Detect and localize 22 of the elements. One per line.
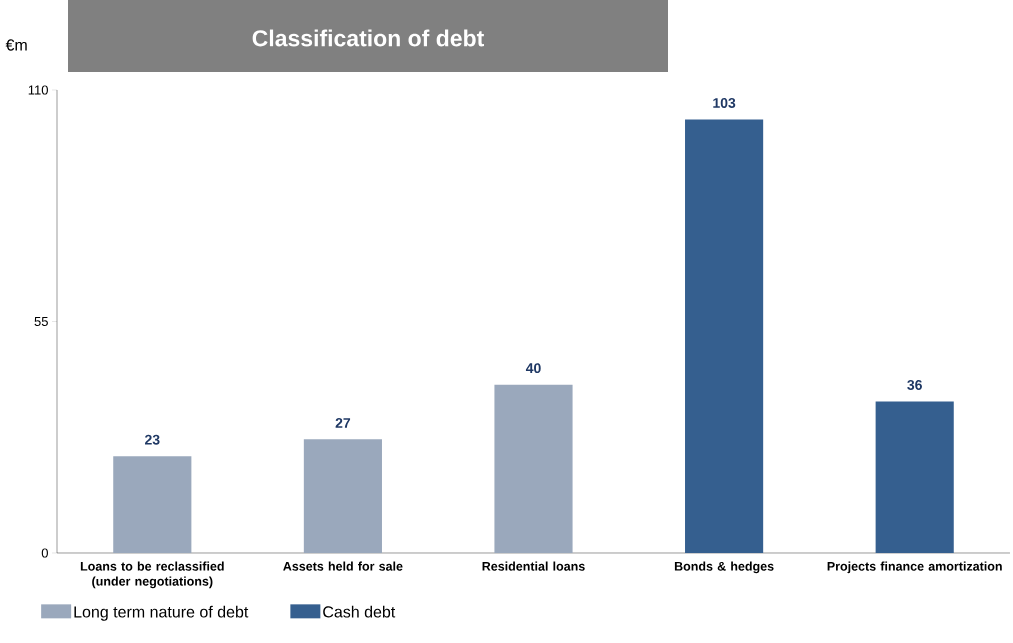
data-label: 27: [335, 418, 351, 428]
chart-title: Classification of debt: [252, 29, 485, 47]
bar: [303, 439, 382, 553]
y-tick-label: 110: [28, 85, 48, 95]
legend-label: Cash debt: [323, 605, 396, 618]
data-label: 40: [525, 363, 541, 374]
data-label: 23: [145, 434, 160, 445]
bar: [113, 456, 192, 553]
bar: [685, 119, 764, 553]
y-tick-label: 0: [41, 548, 48, 558]
x-tick-label: Assets held for sale: [283, 561, 403, 571]
x-tick-label: Bonds & hedges: [674, 561, 774, 574]
legend-label: Long term nature of debt: [74, 605, 249, 621]
data-label: 36: [907, 379, 922, 390]
y-axis-title: €m: [5, 39, 27, 51]
data-label: 103: [713, 97, 736, 108]
bar: [494, 384, 573, 553]
y-tick-label: 55: [34, 316, 48, 327]
x-tick-label: Residential loans: [482, 561, 585, 571]
bar: [875, 401, 954, 553]
x-tick-label: Loans to be reclassified (under negotiations): [80, 561, 224, 589]
x-tick-label: Projects finance amortization: [827, 561, 1002, 574]
